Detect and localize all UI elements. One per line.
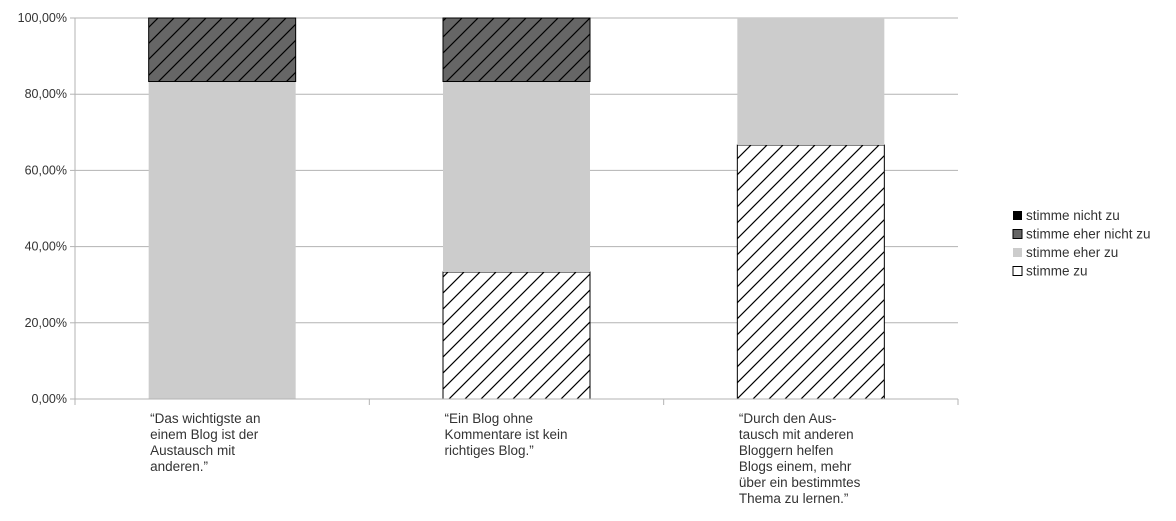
bar-stimme-eher-zu xyxy=(443,81,590,273)
legend-label: stimme eher nicht zu xyxy=(1026,227,1151,242)
legend-label: stimme eher zu xyxy=(1026,245,1118,260)
bar-stimme-eher-nicht-zu xyxy=(442,17,591,83)
y-tick-label: 80,00% xyxy=(25,87,67,101)
legend-label: stimme nicht zu xyxy=(1026,208,1120,223)
legend-label: stimme zu xyxy=(1026,264,1088,279)
y-tick-label: 20,00% xyxy=(25,316,67,330)
bar-stimme-eher-zu xyxy=(737,18,885,145)
legend-swatch xyxy=(1012,266,1023,276)
bars xyxy=(148,17,885,400)
y-tick-label: 60,00% xyxy=(25,163,67,177)
legend-swatch xyxy=(1013,211,1022,220)
x-tick-label: “Das wichtigste an einem Blog ist der Au… xyxy=(150,411,261,474)
bar-stimme-eher-nicht-zu xyxy=(148,17,297,83)
y-tick-label: 40,00% xyxy=(25,240,67,254)
bar-stimme-zu xyxy=(736,144,885,400)
legend-swatch xyxy=(1013,248,1022,257)
legend: stimme nicht zu stimme eher nicht zu stimm… xyxy=(1012,208,1151,279)
bar-stimme-eher-zu xyxy=(148,81,296,400)
y-tick-label: 100,00% xyxy=(18,11,67,25)
bar-stimme-zu xyxy=(442,271,591,400)
axes: 0,00% 20,00% 40,00% 60,00% 80,00% 100,00% xyxy=(18,11,959,406)
x-tick-label: “Durch den Aus- tausch mit anderen Blogg… xyxy=(738,411,861,506)
y-tick-label: 0,00% xyxy=(32,392,67,406)
x-tick-label: “Ein Blog ohne Kommentare ist kein richt… xyxy=(444,411,568,458)
legend-swatch xyxy=(1012,229,1023,239)
